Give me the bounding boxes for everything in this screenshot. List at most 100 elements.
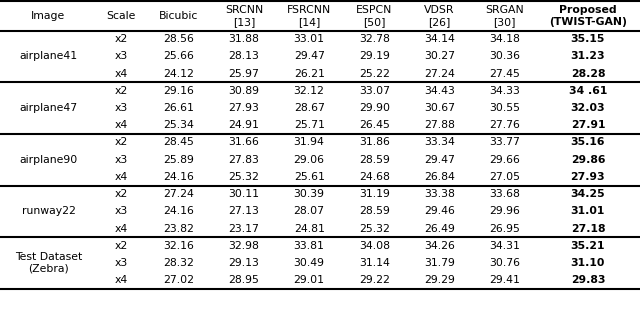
Text: 28.32: 28.32: [163, 258, 194, 268]
Text: 24.16: 24.16: [163, 206, 194, 216]
Text: 33.07: 33.07: [359, 86, 390, 96]
Text: 27.45: 27.45: [489, 68, 520, 78]
Text: 25.97: 25.97: [228, 68, 259, 78]
Text: 33.77: 33.77: [489, 138, 520, 148]
Text: x3: x3: [115, 258, 127, 268]
Text: 29.66: 29.66: [489, 155, 520, 165]
Text: runway22: runway22: [22, 206, 76, 216]
Text: 35.15: 35.15: [571, 34, 605, 44]
Text: 27.18: 27.18: [571, 223, 605, 233]
Text: VDSR
[26]: VDSR [26]: [424, 5, 455, 27]
Text: 29.01: 29.01: [294, 275, 324, 285]
Text: 34.25: 34.25: [571, 189, 605, 199]
Text: 29.83: 29.83: [571, 275, 605, 285]
Text: 30.11: 30.11: [228, 189, 259, 199]
Text: 33.81: 33.81: [294, 241, 324, 251]
Text: x2: x2: [115, 86, 127, 96]
Text: 30.89: 30.89: [228, 86, 259, 96]
Text: 29.47: 29.47: [294, 51, 324, 61]
Text: 29.90: 29.90: [359, 103, 390, 113]
Text: 31.14: 31.14: [359, 258, 390, 268]
Text: x4: x4: [115, 120, 127, 130]
Text: SRCNN
[13]: SRCNN [13]: [225, 5, 263, 27]
Text: 33.34: 33.34: [424, 138, 455, 148]
Text: Image: Image: [31, 11, 65, 21]
Text: x4: x4: [115, 275, 127, 285]
Text: x2: x2: [115, 138, 127, 148]
Text: Scale: Scale: [106, 11, 136, 21]
Text: 34 .61: 34 .61: [569, 86, 607, 96]
Text: 32.98: 32.98: [228, 241, 259, 251]
Text: 31.19: 31.19: [359, 189, 390, 199]
Text: 29.22: 29.22: [359, 275, 390, 285]
Text: 31.88: 31.88: [228, 34, 259, 44]
Text: x2: x2: [115, 241, 127, 251]
Text: 29.41: 29.41: [489, 275, 520, 285]
Text: 25.61: 25.61: [294, 172, 324, 182]
Text: 23.17: 23.17: [228, 223, 259, 233]
Text: 29.47: 29.47: [424, 155, 455, 165]
Text: 26.21: 26.21: [294, 68, 324, 78]
Text: 32.78: 32.78: [359, 34, 390, 44]
Text: 25.71: 25.71: [294, 120, 324, 130]
Text: 24.12: 24.12: [163, 68, 194, 78]
Text: 29.13: 29.13: [228, 258, 259, 268]
Text: 27.91: 27.91: [571, 120, 605, 130]
Text: Proposed
(TWIST-GAN): Proposed (TWIST-GAN): [549, 5, 627, 27]
Text: airplane90: airplane90: [19, 155, 77, 165]
Text: 31.86: 31.86: [359, 138, 390, 148]
Text: x3: x3: [115, 51, 127, 61]
Text: 30.27: 30.27: [424, 51, 455, 61]
Text: 26.84: 26.84: [424, 172, 455, 182]
Text: 29.46: 29.46: [424, 206, 455, 216]
Text: 25.32: 25.32: [359, 223, 390, 233]
Text: FSRCNN
[14]: FSRCNN [14]: [287, 5, 332, 27]
Text: 27.83: 27.83: [228, 155, 259, 165]
Text: 28.28: 28.28: [571, 68, 605, 78]
Text: 26.45: 26.45: [359, 120, 390, 130]
Text: 25.66: 25.66: [163, 51, 194, 61]
Text: 31.94: 31.94: [294, 138, 324, 148]
Text: 26.61: 26.61: [163, 103, 194, 113]
Text: x4: x4: [115, 172, 127, 182]
Text: 33.01: 33.01: [294, 34, 324, 44]
Text: 26.49: 26.49: [424, 223, 455, 233]
Text: ESPCN
[50]: ESPCN [50]: [356, 5, 392, 27]
Text: 25.34: 25.34: [163, 120, 194, 130]
Text: 34.33: 34.33: [489, 86, 520, 96]
Text: 30.49: 30.49: [294, 258, 324, 268]
Text: 27.24: 27.24: [163, 189, 194, 199]
Text: 27.88: 27.88: [424, 120, 455, 130]
Text: 30.39: 30.39: [294, 189, 324, 199]
Text: 31.79: 31.79: [424, 258, 455, 268]
Text: 27.93: 27.93: [228, 103, 259, 113]
Text: 24.91: 24.91: [228, 120, 259, 130]
Text: 27.76: 27.76: [489, 120, 520, 130]
Text: airplane41: airplane41: [19, 51, 77, 61]
Text: 24.68: 24.68: [359, 172, 390, 182]
Text: 33.68: 33.68: [489, 189, 520, 199]
Text: 29.86: 29.86: [571, 155, 605, 165]
Text: 30.36: 30.36: [489, 51, 520, 61]
Text: 34.18: 34.18: [489, 34, 520, 44]
Text: x4: x4: [115, 223, 127, 233]
Text: 34.08: 34.08: [359, 241, 390, 251]
Text: 34.26: 34.26: [424, 241, 455, 251]
Text: x2: x2: [115, 34, 127, 44]
Text: 27.05: 27.05: [489, 172, 520, 182]
Text: airplane47: airplane47: [19, 103, 77, 113]
Text: x2: x2: [115, 189, 127, 199]
Text: x3: x3: [115, 155, 127, 165]
Text: 25.32: 25.32: [228, 172, 259, 182]
Text: 27.13: 27.13: [228, 206, 259, 216]
Text: 29.19: 29.19: [359, 51, 390, 61]
Text: 35.16: 35.16: [571, 138, 605, 148]
Text: 29.96: 29.96: [489, 206, 520, 216]
Text: 34.14: 34.14: [424, 34, 455, 44]
Text: 28.67: 28.67: [294, 103, 324, 113]
Text: 28.59: 28.59: [359, 155, 390, 165]
Text: 31.66: 31.66: [228, 138, 259, 148]
Text: 28.45: 28.45: [163, 138, 194, 148]
Text: 32.16: 32.16: [163, 241, 194, 251]
Text: Test Dataset
(Zebra): Test Dataset (Zebra): [15, 252, 82, 274]
